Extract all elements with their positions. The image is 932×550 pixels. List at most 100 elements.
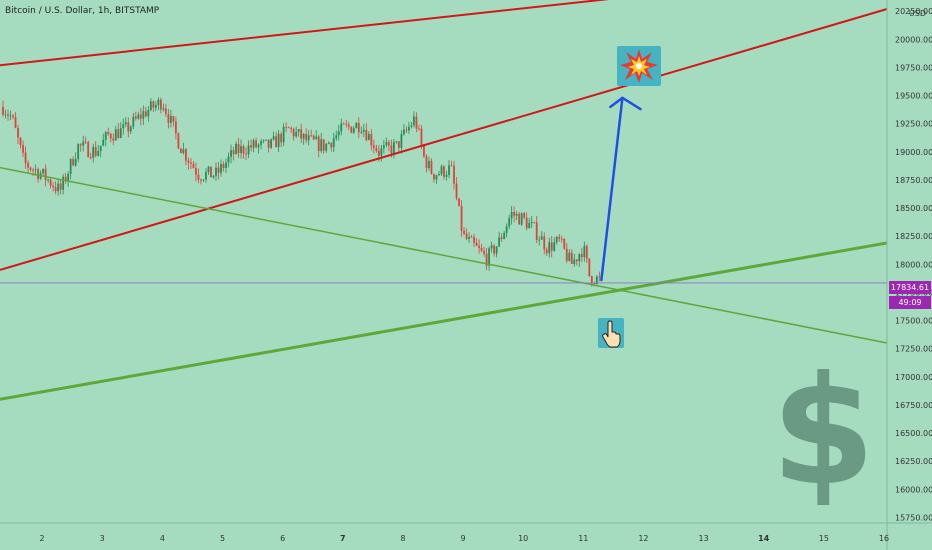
x-tick-label: 3 xyxy=(100,534,105,543)
y-tick-label: 16250.00 xyxy=(895,457,932,466)
candle-body xyxy=(32,169,34,171)
candle-body xyxy=(117,129,120,138)
candle-body xyxy=(327,142,330,144)
candle-body xyxy=(227,156,230,163)
candle-body xyxy=(515,213,518,216)
candle-body xyxy=(488,248,491,266)
candle-body xyxy=(513,211,516,216)
candle-body xyxy=(109,133,112,139)
candle-body xyxy=(495,246,498,254)
candle-body xyxy=(260,141,262,145)
candle-body xyxy=(79,144,82,146)
candle-body xyxy=(470,236,473,238)
projection-arrow[interactable] xyxy=(600,96,642,282)
candle-body xyxy=(297,129,300,132)
candle-body xyxy=(305,133,308,141)
candle-body xyxy=(237,143,240,154)
candle-body xyxy=(443,166,445,177)
candle-body xyxy=(553,242,556,251)
x-tick-label: 10 xyxy=(518,534,528,543)
y-tick-label: 19500.00 xyxy=(895,92,932,101)
trendline-red xyxy=(0,0,610,67)
candle-body xyxy=(352,128,355,133)
candle-body xyxy=(12,115,14,117)
candle-body xyxy=(57,183,60,192)
x-tick-label: 11 xyxy=(578,534,588,543)
candle-body xyxy=(438,173,440,176)
candle-body xyxy=(185,149,187,161)
candle-body xyxy=(127,122,130,132)
candle-body xyxy=(350,126,353,133)
candle-body xyxy=(525,217,528,229)
current-price-badge: 17834.61 xyxy=(889,281,931,294)
candle-body xyxy=(134,116,137,119)
candle-body xyxy=(440,166,443,174)
y-tick-label: 18000.00 xyxy=(895,260,932,269)
candle-body xyxy=(222,163,225,168)
x-tick-label: 2 xyxy=(40,534,45,543)
trendline-red xyxy=(0,8,888,271)
candle-body xyxy=(277,133,280,148)
candle-body xyxy=(124,122,127,125)
candle-body xyxy=(518,213,521,225)
x-tick-label: 12 xyxy=(638,534,648,543)
candle-body xyxy=(317,136,320,152)
candle-body xyxy=(475,242,478,246)
candle-body xyxy=(565,248,568,261)
candle-body xyxy=(139,114,142,119)
candle-body xyxy=(405,129,408,131)
candle-body xyxy=(69,159,72,174)
x-tick-label: 4 xyxy=(160,534,165,543)
trendlines[interactable] xyxy=(0,0,888,401)
candle-body xyxy=(450,165,453,167)
candle-body xyxy=(74,159,77,166)
y-tick-label: 16500.00 xyxy=(895,429,932,438)
candle-body xyxy=(418,128,420,130)
candle-body xyxy=(588,258,591,277)
candle-body xyxy=(17,127,19,138)
candle-body xyxy=(365,129,368,141)
candlesticks xyxy=(2,97,601,287)
x-tick-label: 5 xyxy=(220,534,225,543)
candle-body xyxy=(94,147,97,156)
x-tick-label: 14 xyxy=(758,534,770,543)
candle-body xyxy=(14,116,17,128)
candle-body xyxy=(568,252,571,261)
candle-body xyxy=(392,142,395,154)
candle-body xyxy=(345,124,348,126)
candle-body xyxy=(77,144,80,160)
candle-body xyxy=(480,247,483,251)
x-tick-label: 15 xyxy=(819,534,829,543)
candle-body xyxy=(490,245,493,249)
candle-body xyxy=(275,136,278,148)
candle-body xyxy=(593,283,596,284)
candle-body xyxy=(37,169,39,179)
candle-body xyxy=(375,147,378,151)
candle-body xyxy=(433,173,435,180)
candle-body xyxy=(558,236,561,239)
candle-body xyxy=(99,145,102,152)
candle-body xyxy=(380,148,383,156)
candle-body xyxy=(503,232,506,240)
candle-body xyxy=(157,99,160,105)
candle-body xyxy=(49,179,52,186)
candle-body xyxy=(408,126,410,131)
candle-body xyxy=(162,108,165,110)
candle-body xyxy=(385,142,388,146)
candle-body xyxy=(164,108,167,115)
candle-body xyxy=(172,115,175,122)
candle-body xyxy=(197,174,200,180)
candle-body xyxy=(282,126,285,143)
candle-body xyxy=(387,142,390,146)
candle-body xyxy=(207,166,210,173)
explosion-icon xyxy=(617,46,661,86)
candle-body xyxy=(458,198,460,206)
candle-body xyxy=(147,110,150,117)
y-tick-label: 17500.00 xyxy=(895,317,932,326)
candle-body xyxy=(415,116,418,129)
candle-body xyxy=(205,172,207,180)
candle-body xyxy=(337,131,340,136)
y-tick-label: 18250.00 xyxy=(895,232,932,241)
candle-body xyxy=(24,152,27,163)
